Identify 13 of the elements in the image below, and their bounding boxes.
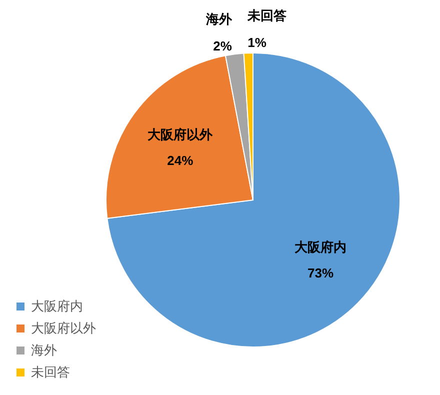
- slice-label: 未回答: [246, 8, 287, 24]
- slice-label: 海外: [204, 11, 233, 26]
- data-label: 73%: [307, 266, 334, 281]
- slice-label: 大阪府以外: [148, 127, 214, 142]
- legend-label: 未回答: [31, 364, 70, 380]
- legend-label: 海外: [31, 342, 57, 358]
- data-label: 1%: [248, 35, 267, 50]
- data-label: 24%: [167, 153, 194, 168]
- legend-label: 大阪府以外: [31, 320, 96, 336]
- legend-label: 大阪府内: [31, 298, 83, 314]
- slice-label: 大阪府内: [294, 240, 347, 255]
- data-label: 2%: [213, 38, 232, 54]
- pie-slice: [106, 52, 400, 348]
